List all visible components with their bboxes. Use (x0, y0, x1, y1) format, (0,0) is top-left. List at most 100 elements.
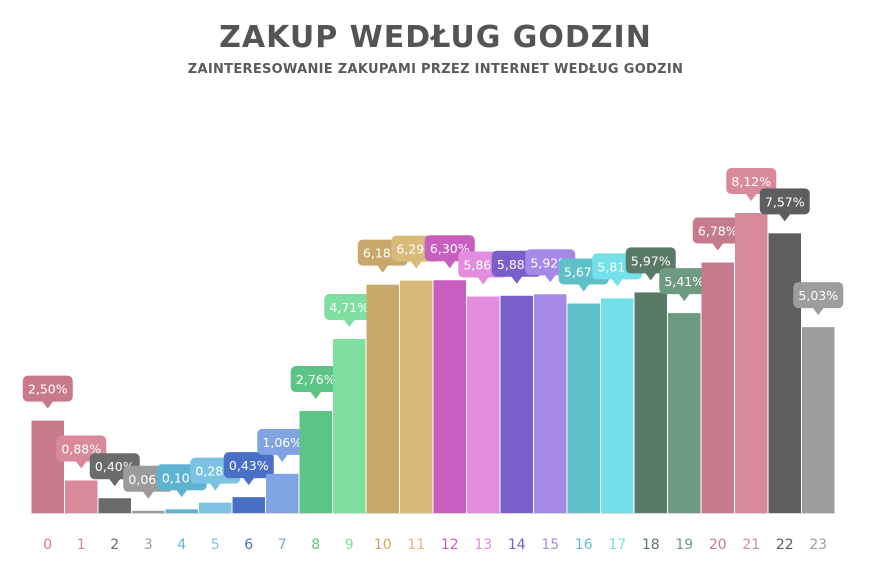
value-callout-box (223, 452, 274, 479)
value-callout-tail (343, 318, 356, 327)
value-label-hour-9: 4,71% (324, 293, 375, 327)
bar-hour-8 (299, 411, 332, 513)
value-callout-tail (711, 242, 724, 251)
bar-hour-22 (768, 233, 801, 513)
value-label-hour-7: 1,06% (257, 428, 308, 462)
value-callout-box (324, 293, 375, 320)
value-label-hour-19: 5,41% (659, 268, 710, 302)
value-callout-tail (812, 307, 825, 316)
x-tick-label: 12 (441, 537, 459, 553)
value-callout-box (257, 428, 308, 455)
bar-hour-15 (534, 294, 567, 513)
value-label-hour-23: 5,03% (793, 282, 844, 316)
bar-hour-23 (802, 327, 835, 513)
x-tick-label: 5 (211, 537, 220, 553)
value-callout-tail (443, 260, 456, 269)
value-callout-box (726, 168, 777, 194)
value-callout-tail (376, 264, 389, 273)
value-label-text: 5,97% (631, 253, 671, 268)
bar-hour-19 (668, 313, 701, 513)
value-callout-box (625, 247, 676, 274)
x-tick-label: 23 (809, 537, 827, 553)
value-label-text: 1,06% (262, 435, 302, 450)
bar-hour-14 (500, 295, 533, 513)
bar-hour-0 (31, 420, 64, 513)
value-callout-tail (41, 400, 54, 409)
value-callout-box (692, 217, 743, 244)
bar-hour-10 (366, 284, 399, 513)
bar-hour-4 (165, 509, 198, 513)
bar-hour-16 (567, 303, 600, 513)
x-tick-label: 1 (77, 537, 86, 553)
bar-hour-3 (132, 510, 165, 513)
value-callout-tail (644, 272, 657, 281)
value-label-text: 4,71% (329, 300, 369, 315)
x-tick-label: 21 (742, 537, 760, 553)
value-callout-tail (745, 193, 758, 201)
value-callout-tail (75, 460, 88, 469)
bar-hour-9 (333, 338, 366, 513)
value-callout-tail (276, 453, 289, 462)
x-tick-label: 13 (474, 537, 492, 553)
value-label-hour-6: 0,43% (223, 452, 274, 486)
x-tick-label: 17 (608, 537, 626, 553)
value-callout-tail (209, 482, 222, 491)
value-label-text: 7,57% (765, 194, 805, 209)
x-tick-label: 19 (675, 537, 693, 553)
bar-hour-6 (232, 497, 265, 513)
value-label-hour-20: 6,78% (692, 217, 743, 251)
x-tick-label: 7 (278, 537, 287, 553)
bar-hour-17 (601, 298, 634, 513)
value-label-text: 0,43% (229, 458, 269, 473)
value-callout-tail (678, 293, 691, 302)
x-tick-label: 8 (311, 537, 320, 553)
x-tick-label: 0 (43, 537, 52, 553)
bar-hour-1 (65, 480, 98, 513)
value-callout-box (659, 268, 710, 295)
bar-hour-7 (266, 473, 299, 513)
value-label-text: 6,30% (430, 241, 470, 256)
x-tick-label: 20 (709, 537, 727, 553)
value-label-hour-8: 2,76% (290, 366, 341, 400)
value-callout-tail (544, 274, 557, 283)
bar-hour-12 (433, 280, 466, 513)
bar-hour-2 (98, 498, 131, 513)
value-callout-box (793, 282, 844, 309)
x-tick-label: 22 (776, 537, 794, 553)
value-label-text: 5,41% (664, 274, 704, 289)
value-callout-box (22, 375, 73, 402)
value-label-hour-0: 2,50% (22, 375, 73, 409)
value-callout-tail (142, 490, 155, 499)
value-label-hour-22: 7,57% (759, 188, 810, 222)
x-tick-label: 11 (407, 537, 425, 553)
value-callout-tail (577, 283, 590, 292)
x-tick-label: 15 (541, 537, 559, 553)
chart-title: ZAKUP WEDŁUG GODZIN (219, 20, 652, 55)
value-label-hour-21: 8,12% (726, 168, 777, 201)
value-callout-box (290, 366, 341, 393)
value-callout-tail (309, 391, 322, 400)
x-tick-label: 18 (642, 537, 660, 553)
value-label-text: 5,03% (798, 288, 838, 303)
bar-hour-18 (634, 292, 667, 513)
bar-hour-11 (400, 280, 433, 513)
x-tick-label: 4 (177, 537, 186, 553)
x-tick-label: 9 (345, 537, 354, 553)
value-callout-tail (611, 278, 624, 287)
value-label-text: 0,88% (61, 441, 101, 456)
value-label-text: 8,12% (731, 174, 771, 189)
bar-hour-21 (735, 213, 768, 513)
value-label-hour-18: 5,97% (625, 247, 676, 281)
x-tick-label: 6 (244, 537, 253, 553)
bar-hour-13 (467, 296, 500, 513)
x-tick-label: 14 (508, 537, 526, 553)
chart-subtitle: ZAINTERESOWANIE ZAKUPAMI PRZEZ INTERNET … (187, 62, 684, 77)
value-label-text: 2,76% (296, 372, 336, 387)
x-tick-label: 16 (575, 537, 593, 553)
value-callout-tail (175, 489, 188, 498)
x-tick-label: 10 (374, 537, 392, 553)
value-label-text: 2,50% (28, 382, 68, 397)
value-callout-tail (477, 276, 490, 285)
value-callout-tail (510, 275, 523, 284)
